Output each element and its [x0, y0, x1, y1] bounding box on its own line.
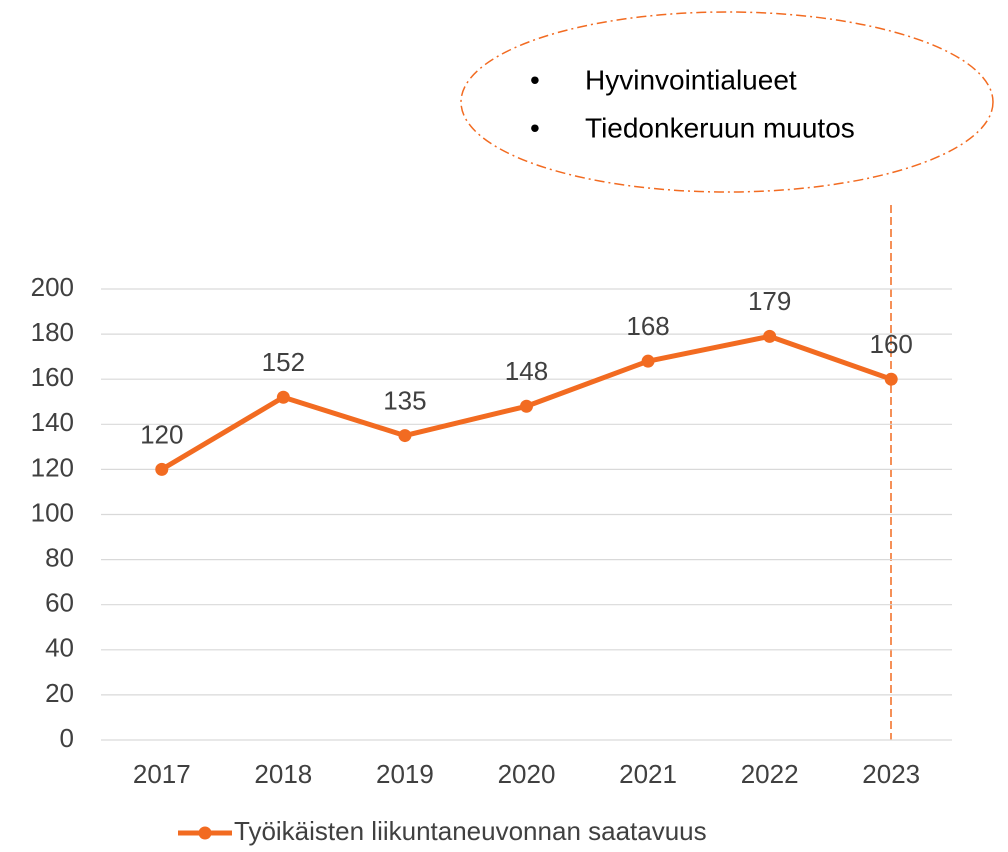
x-tick-label: 2023	[862, 759, 920, 789]
y-tick-label: 60	[45, 588, 74, 618]
y-tick-label: 20	[45, 678, 74, 708]
annotation: Hyvinvointialueet	[585, 64, 797, 95]
data-label: 179	[748, 286, 791, 316]
x-tick-label: 2022	[741, 759, 799, 789]
legend-marker	[198, 826, 212, 840]
data-label: 120	[140, 419, 183, 449]
annotation: Tiedonkeruun muutos	[585, 112, 855, 143]
data-label: 135	[383, 385, 426, 415]
data-label: 168	[626, 311, 669, 341]
x-tick-label: 2019	[376, 759, 434, 789]
x-tick-label: 2020	[498, 759, 556, 789]
point	[276, 390, 290, 404]
bullet: •	[530, 64, 540, 95]
x-tick-label: 2021	[619, 759, 677, 789]
legend-label: Työikäisten liikuntaneuvonnan saatavuus	[234, 816, 707, 846]
point	[884, 372, 898, 386]
point	[155, 462, 169, 476]
point	[763, 329, 777, 343]
y-tick-label: 40	[45, 633, 74, 663]
data-label: 152	[262, 347, 305, 377]
y-tick-label: 80	[45, 542, 74, 572]
annotation-ellipse	[460, 11, 994, 193]
y-tick-label: 160	[31, 362, 74, 392]
data-label: 160	[870, 329, 913, 359]
y-tick-label: 0	[60, 723, 74, 753]
y-tick-label: 100	[31, 497, 74, 527]
y-tick-label: 180	[31, 317, 74, 347]
point	[520, 399, 533, 413]
x-tick-label: 2018	[254, 759, 312, 789]
y-tick-label: 120	[31, 452, 74, 482]
y-tick-label: 140	[31, 407, 74, 437]
x-tick-label: 2017	[133, 759, 191, 789]
y-tick-label: 200	[31, 272, 74, 302]
point	[641, 354, 655, 368]
data-label: 148	[505, 356, 548, 386]
bullet: •	[530, 112, 540, 143]
point	[398, 429, 412, 443]
